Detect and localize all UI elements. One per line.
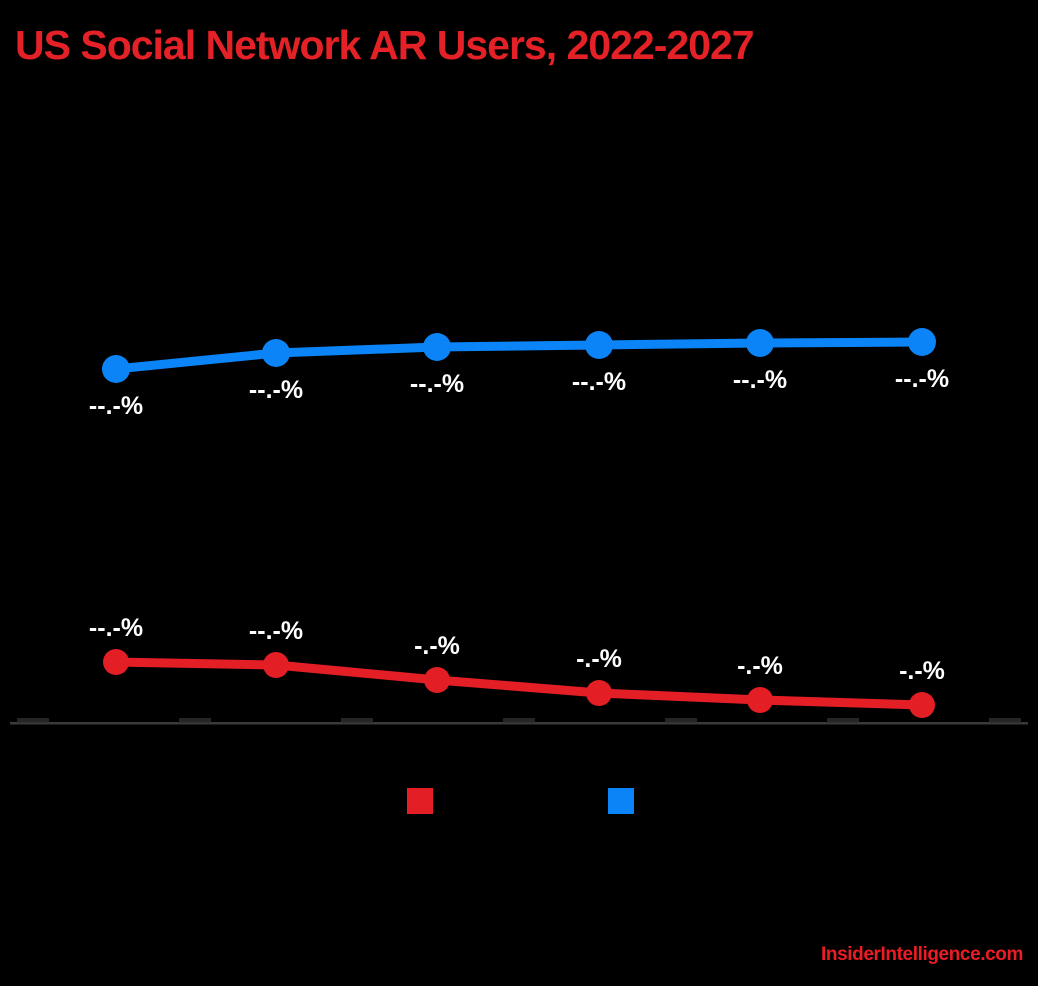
x-axis-tick-5 — [827, 718, 859, 723]
red-series-point-label-4: -.-% — [737, 652, 783, 680]
red-series-line — [111, 657, 927, 710]
red-series-point-3 — [586, 680, 612, 706]
red-series-point-label-1: --.-% — [249, 617, 303, 645]
blue-series-point-2 — [423, 333, 451, 361]
x-axis-tick-2 — [341, 718, 373, 723]
red-series-point-label-0: --.-% — [89, 614, 143, 642]
red-series-point-0 — [103, 649, 129, 675]
x-axis-tick-1 — [179, 718, 211, 723]
blue-series-point-3 — [585, 331, 613, 359]
red-series-point-2 — [424, 667, 450, 693]
blue-series-point-1 — [262, 339, 290, 367]
blue-series-point-label-5: --.-% — [895, 365, 949, 393]
x-axis-line — [10, 722, 1028, 725]
red-series-point-label-3: -.-% — [576, 645, 622, 673]
red-series-point-5 — [909, 692, 935, 718]
x-axis-tick-3 — [503, 718, 535, 723]
blue-series-point-label-1: --.-% — [249, 376, 303, 404]
blue-series-point-5 — [908, 328, 936, 356]
blue-series-point-label-4: --.-% — [733, 366, 787, 394]
chart-title: US Social Network AR Users, 2022-2027 — [15, 22, 755, 68]
blue-series-point-0 — [102, 355, 130, 383]
red-series-point-1 — [263, 652, 289, 678]
watermark-text: InsiderIntelligence.com — [821, 944, 1023, 965]
blue-series-point-label-3: --.-% — [572, 368, 626, 396]
red-series-point-4 — [747, 687, 773, 713]
x-axis-tick-6 — [989, 718, 1021, 723]
blue-series-point-label-2: --.-% — [410, 370, 464, 398]
blue-series-line — [111, 337, 927, 374]
red-series-point-label-5: -.-% — [899, 657, 945, 685]
red-series-point-label-2: -.-% — [414, 632, 460, 660]
blue-series-point-4 — [746, 329, 774, 357]
x-axis-tick-4 — [665, 718, 697, 723]
blue-series-point-label-0: --.-% — [89, 392, 143, 420]
x-axis-tick-0 — [17, 718, 49, 723]
